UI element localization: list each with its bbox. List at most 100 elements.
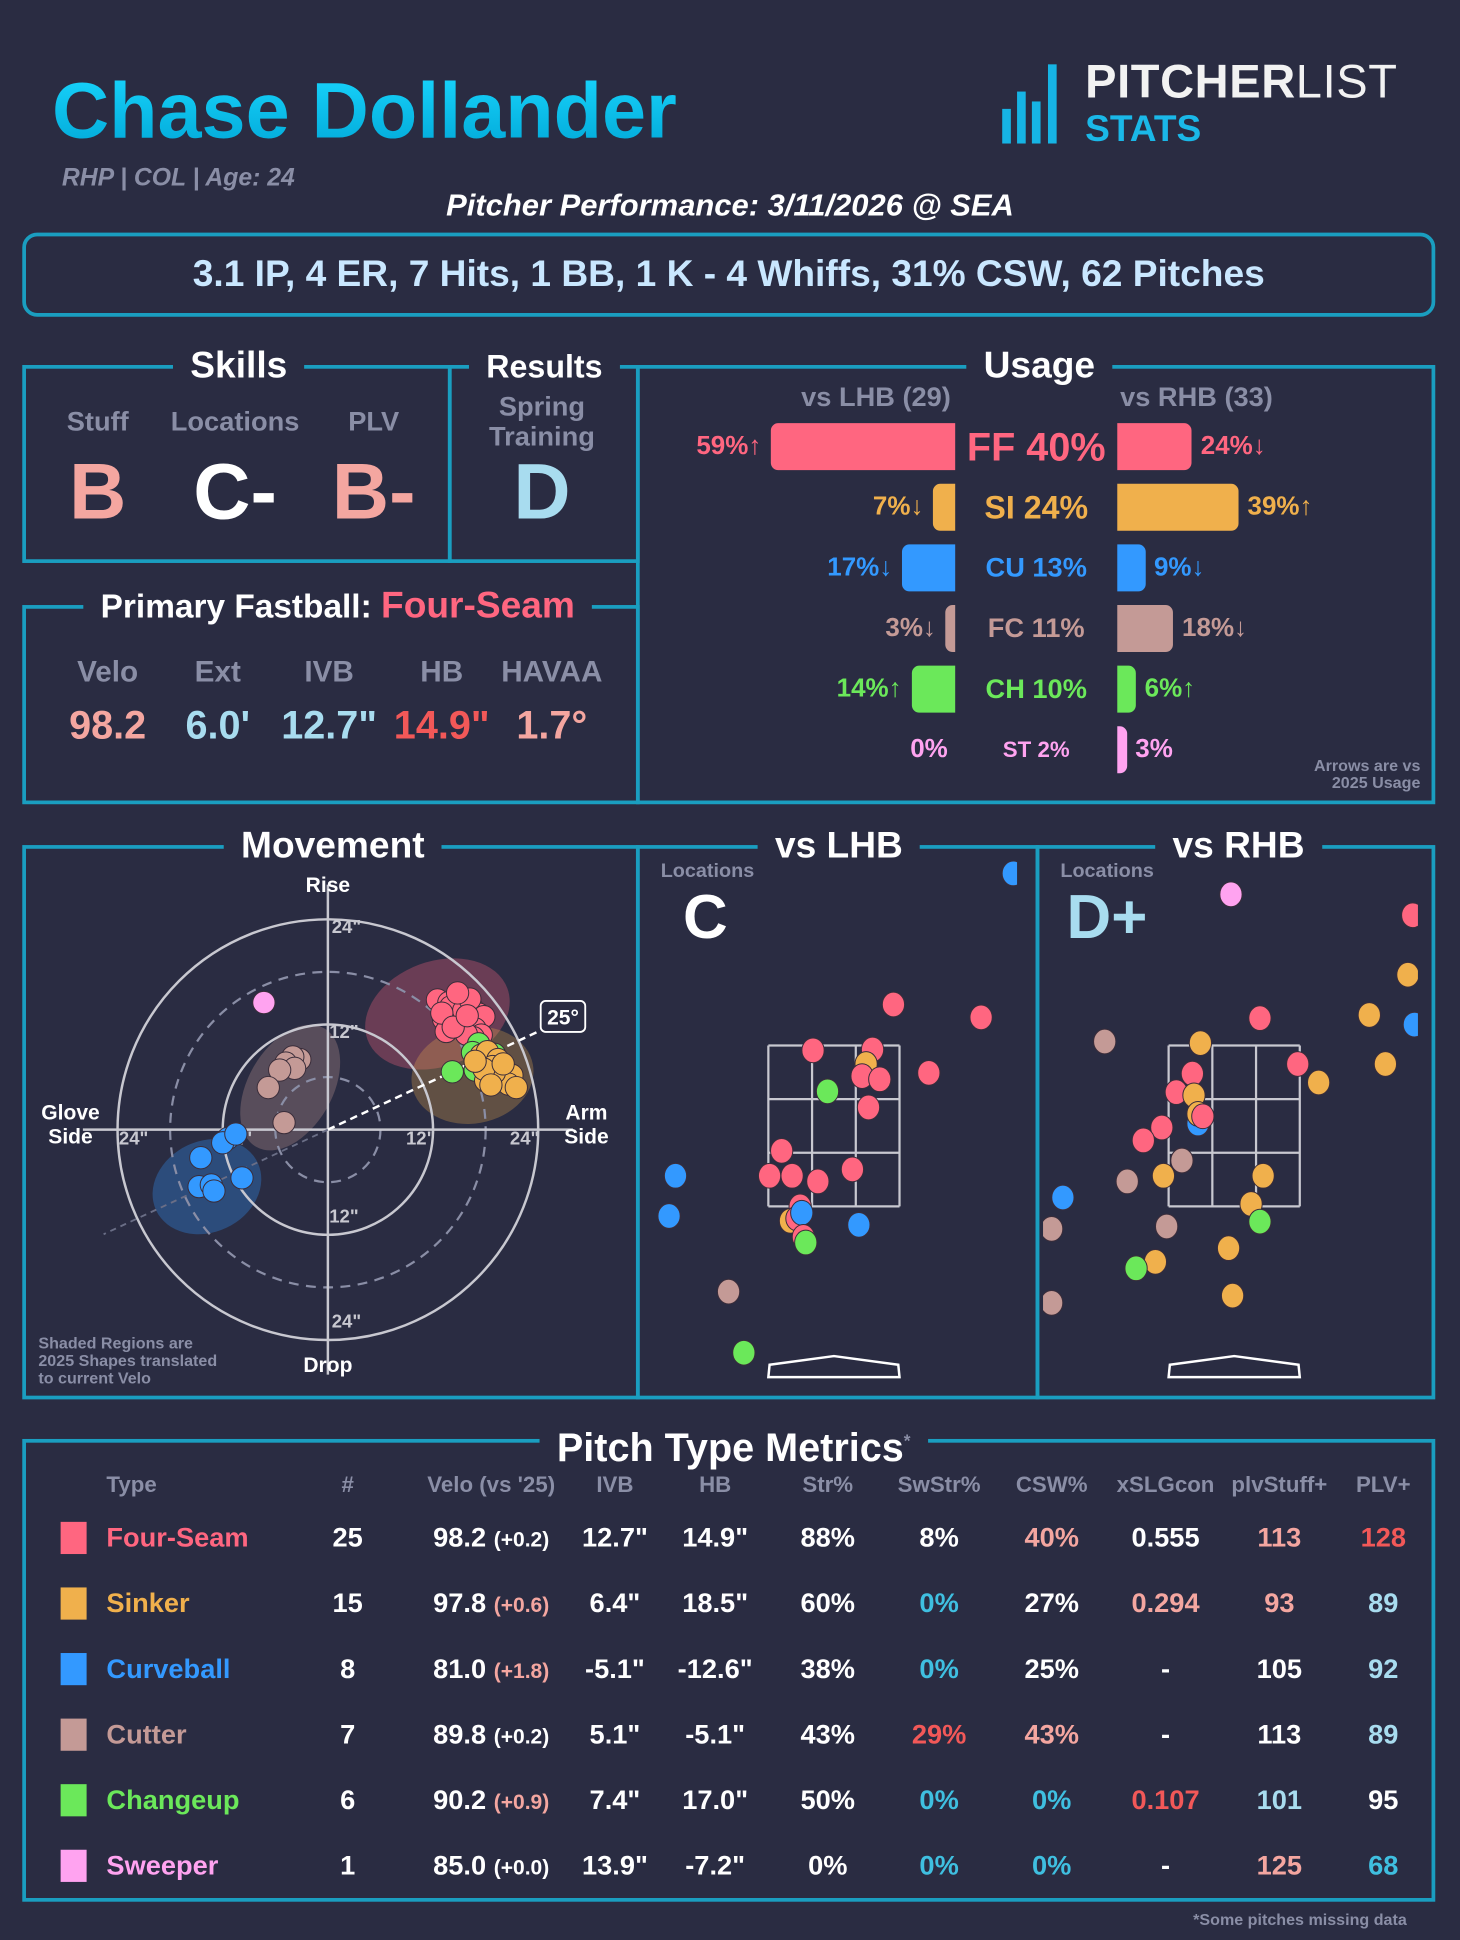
skill-grade-plv: B- xyxy=(331,446,416,536)
location-point-cu xyxy=(847,1211,871,1238)
fastball-metric-label: Velo xyxy=(77,655,139,690)
movement-point-cu xyxy=(224,1122,248,1146)
usage-panel: Usage xyxy=(635,341,1436,805)
cell-str-pct: 88% xyxy=(800,1521,855,1553)
fastball-metric-value: 12.7" xyxy=(281,702,378,748)
movement-point-si xyxy=(491,1052,515,1076)
usage-center-label: CU 13% xyxy=(985,551,1087,583)
cell-hb: 14.9" xyxy=(682,1521,749,1553)
cell-velo: 89.8 (+0.2) xyxy=(433,1719,549,1751)
velo-diff: (+0.6) xyxy=(493,1593,550,1618)
usage-label-lhb: 17%↓ xyxy=(827,553,893,582)
movement-title: Movement xyxy=(223,821,442,872)
cell-plvstuff: 125 xyxy=(1256,1849,1303,1881)
velo-value: 97.8 xyxy=(433,1587,487,1619)
pitch-type: Curveball xyxy=(106,1653,231,1684)
region-2025-fc xyxy=(240,1024,341,1151)
movement-point-fc xyxy=(268,1058,292,1082)
location-point-ff xyxy=(1131,1127,1155,1154)
location-point-si xyxy=(1307,1069,1331,1096)
velo-value: 85.0 xyxy=(433,1849,487,1881)
cell-str-pct: 38% xyxy=(800,1653,855,1684)
cell-swstr-pct: 29% xyxy=(911,1718,967,1750)
cell-csw-pct: 27% xyxy=(1024,1587,1079,1619)
skill-label: Locations xyxy=(170,405,300,437)
logo-wordmark-bold: PITCHER xyxy=(1085,56,1296,109)
usage-bar-lhb xyxy=(945,605,956,653)
column-header: HB xyxy=(699,1472,732,1498)
metrics-title-mark: * xyxy=(903,1430,911,1451)
cell-str-pct: 43% xyxy=(800,1718,855,1750)
axis-label-rise: Rise xyxy=(305,873,351,898)
results-grade: D xyxy=(513,446,571,536)
usage-bar-lhb xyxy=(911,665,956,713)
cell-count: 6 xyxy=(340,1784,356,1816)
column-header: plvStuff+ xyxy=(1231,1472,1328,1498)
movement-note-line: Shaded Regions are xyxy=(38,1333,193,1353)
velo-diff: (+0.9) xyxy=(493,1790,550,1814)
ring-label: 24" xyxy=(119,1127,148,1148)
location-point-cu xyxy=(790,1199,814,1226)
arm-angle-label: 25° xyxy=(547,1006,579,1029)
usage-bar-rhb xyxy=(1117,544,1146,592)
cell-str-pct: 0% xyxy=(808,1849,848,1881)
logo-wordmark: PITCHERLIST xyxy=(1085,57,1397,110)
location-point-ff xyxy=(1248,1005,1272,1032)
ring-label: 24" xyxy=(332,1311,361,1332)
fastball-metric-value: 98.2 xyxy=(69,702,147,748)
usage-bar-lhb xyxy=(902,544,956,592)
metrics-title-text: Pitch Type Metrics xyxy=(556,1424,904,1470)
cell-xslgcon: 0.107 xyxy=(1131,1784,1200,1816)
cell-velo: 90.2 (+0.9) xyxy=(433,1784,549,1816)
location-point-ff xyxy=(868,1066,892,1093)
velo-diff: (+0.2) xyxy=(493,1528,550,1552)
usage-bar-rhb xyxy=(1117,423,1193,471)
player-name: Chase Dollander xyxy=(51,65,677,155)
cell-count: 25 xyxy=(332,1521,363,1553)
usage-title: Usage xyxy=(966,341,1113,391)
primary-fastball-label: Primary Fastball: xyxy=(100,587,372,625)
location-point-cu xyxy=(1402,1011,1418,1038)
location-point-ch xyxy=(1124,1255,1148,1282)
location-point-cu xyxy=(1051,1184,1075,1211)
pitch-type: Four-Seam xyxy=(106,1521,249,1553)
location-point-ff xyxy=(1150,1114,1174,1141)
logo-stats: STATS xyxy=(1085,108,1202,150)
pitch-type: Cutter xyxy=(106,1718,187,1750)
usage-label-rhb: 24%↓ xyxy=(1200,431,1266,461)
cell-hb: 17.0" xyxy=(682,1784,749,1816)
usage-note-line: 2025 Usage xyxy=(1331,773,1421,792)
cell-ivb: -5.1" xyxy=(585,1653,645,1684)
velo-diff: (+1.8) xyxy=(493,1659,550,1683)
pitch-type: Sweeper xyxy=(106,1849,219,1881)
skill-label: Stuff xyxy=(66,405,129,437)
location-point-ff xyxy=(969,1004,993,1031)
primary-fastball-panel: Primary Fastball: Four-Seam xyxy=(22,581,640,805)
location-point-ch xyxy=(794,1229,818,1256)
cell-hb: 18.5" xyxy=(682,1587,749,1619)
cell-plv: 89 xyxy=(1368,1587,1399,1619)
locations-lhb-grade: C xyxy=(682,882,728,952)
fastball-metric-label: HB xyxy=(420,655,464,690)
cell-csw-pct: 0% xyxy=(1032,1784,1072,1816)
cell-xslgcon: - xyxy=(1160,1849,1171,1881)
movement-point-cu xyxy=(230,1166,254,1190)
location-point-fc xyxy=(1043,1216,1064,1242)
pitch-color-swatch xyxy=(60,1849,87,1882)
cell-plvstuff: 105 xyxy=(1256,1653,1303,1684)
fastball-metric-label: HAVAA xyxy=(501,655,603,690)
location-point-cu xyxy=(663,1162,688,1189)
column-header: Velo (vs '25) xyxy=(427,1472,556,1498)
usage-bar-rhb xyxy=(1117,726,1127,774)
usage-note: Arrows are vs 2025 Usage xyxy=(1287,757,1421,792)
results-label-line2: Training xyxy=(489,420,595,452)
cell-velo: 85.0 (+0.0) xyxy=(433,1850,549,1882)
skill-grade-locations: C- xyxy=(193,446,277,536)
axis-label-glove-side: Glove Side xyxy=(41,1101,99,1148)
velo-value: 90.2 xyxy=(433,1784,487,1816)
cell-csw-pct: 43% xyxy=(1024,1718,1079,1750)
pitcherlist-logo-bars-icon xyxy=(1002,64,1057,144)
velo-value: 89.8 xyxy=(433,1718,487,1750)
metrics-footnote: *Some pitches missing data xyxy=(1193,1910,1407,1929)
